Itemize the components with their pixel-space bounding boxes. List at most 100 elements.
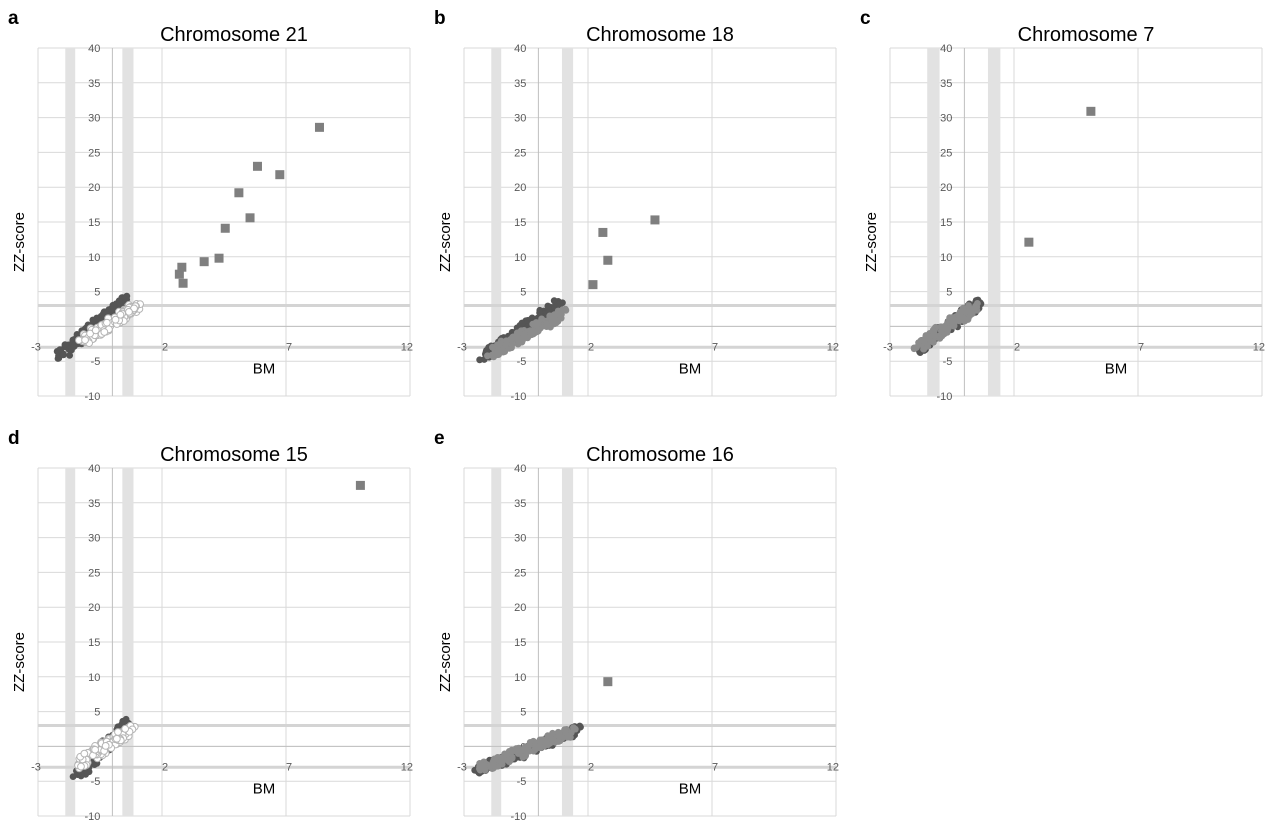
threshold-lines [464,304,836,349]
y-tick-label: 30 [514,533,526,545]
x-tick-label: 2 [1014,341,1020,353]
data-point-square [598,227,608,237]
y-tick-label: 35 [88,498,100,510]
data-point-circle [114,728,122,736]
data-point-circle [499,347,507,355]
y-tick-label: 20 [88,602,100,614]
data-point-circle [116,310,125,319]
data-point-circle [547,323,554,331]
data-point-circle [101,742,110,750]
data-point-circle [972,304,979,312]
y-tick-label: 35 [88,78,100,90]
y-tick-label: 30 [514,113,526,125]
panel-letter: a [8,8,19,29]
data-point-circle [111,315,120,324]
x-tick-label: 7 [712,341,718,353]
data-point-circle [61,341,69,349]
chart-title: Chromosome 16 [586,444,734,466]
data-point-circle [69,773,77,781]
x-tick-label: 12 [827,761,839,773]
threshold-lines [890,304,1262,349]
y-tick-label: -10 [936,391,952,403]
shaded-band [987,48,1001,396]
x-tick-label: 12 [401,341,413,353]
data-point-square [234,188,244,198]
chart-panel-chromosome-16: e -10-50510152025303540-32712Chromosome … [434,428,856,834]
x-tick-labels: -3 2 7 12 [883,341,1265,353]
data-point-circle [112,734,121,743]
shaded-band [122,468,134,816]
y-tick-labels: -10-50510152025303540 [510,463,526,823]
shaded-band [491,48,502,396]
data-point-circle [925,333,933,341]
data-point-circle [54,355,62,362]
x-axis-label: BM [679,361,702,378]
vertical-bands [491,468,574,816]
data-point-circle [555,738,562,745]
data-point-circle [109,303,117,311]
y-tick-label: 10 [88,672,100,684]
data-point-circle [66,351,74,359]
data-point-circle [570,724,577,732]
data-point-circle [555,300,563,308]
data-point-square [214,253,224,263]
y-tick-label: -5 [943,356,953,368]
data-point-square [178,278,188,288]
data-points [910,106,1096,356]
y-tick-label: 30 [88,113,100,125]
data-point-circle [77,762,85,771]
vertical-bands [491,48,574,396]
x-tick-labels: -3 2 7 12 [457,761,839,773]
data-point-circle [125,307,133,316]
x-tick-label: -3 [883,341,893,353]
y-tick-label: 5 [94,707,100,719]
data-point-circle [497,758,505,765]
data-point-circle [508,746,516,754]
chart-title: Chromosome 18 [586,24,734,46]
y-tick-label: 15 [940,217,952,229]
y-tick-label: 25 [514,567,526,579]
data-point-circle [86,329,94,338]
data-point-circle [515,749,523,757]
y-tick-label: 20 [514,182,526,194]
data-point-square [245,213,255,223]
panel-letter: c [860,8,871,29]
data-point-circle [550,297,558,305]
y-tick-label: 30 [940,113,952,125]
data-point-circle [535,319,543,327]
data-point-circle [483,347,490,354]
data-point-circle [100,328,109,336]
y-tick-label: 35 [514,498,526,510]
shaded-band [65,468,76,816]
y-tick-label: 35 [514,78,526,90]
y-axis-label: ZZ-score [437,632,454,692]
data-point-circle [478,762,486,769]
data-point-circle [533,328,541,336]
data-point-square [650,215,660,225]
y-tick-label: 40 [514,43,526,55]
vertical-bands [927,48,1001,396]
shaded-band [561,48,574,396]
threshold-lines [38,304,410,349]
data-point-square [220,223,230,233]
data-point-square [275,170,285,180]
x-tick-label: 2 [162,341,168,353]
gridlines [463,47,837,397]
x-tick-label: 2 [162,761,168,773]
y-tick-label: 5 [520,287,526,299]
data-point-circle [508,341,516,349]
data-point-circle [524,742,532,750]
y-tick-label: 15 [514,217,526,229]
data-point-circle [964,316,972,323]
data-points [53,122,324,362]
data-point-square [314,122,324,132]
x-tick-label: 2 [588,341,594,353]
x-tick-label: -3 [457,761,467,773]
x-axis-label: BM [679,781,702,798]
y-tick-label: 10 [940,252,952,264]
x-tick-label: -3 [457,341,467,353]
vertical-bands [65,468,134,816]
y-tick-label: -5 [91,776,101,788]
x-tick-label: 12 [401,761,413,773]
